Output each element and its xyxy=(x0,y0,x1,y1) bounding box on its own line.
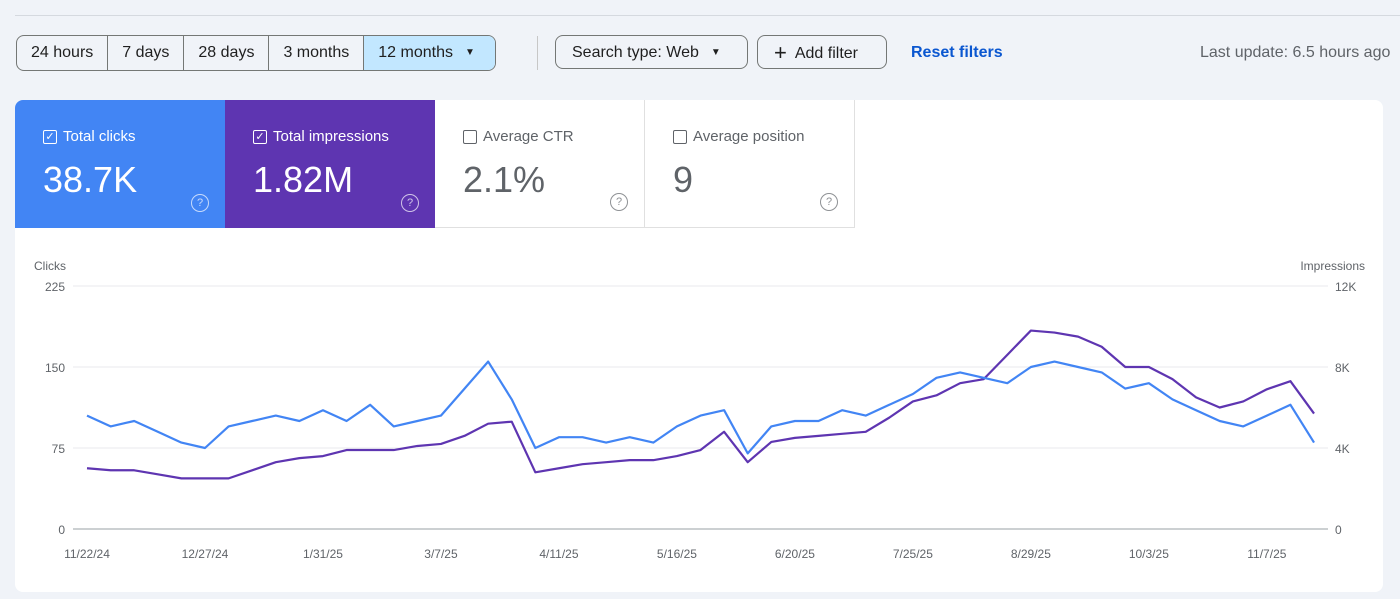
plus-icon: + xyxy=(774,40,787,65)
metric-value: 2.1% xyxy=(463,159,546,200)
impressions-line xyxy=(86,329,1315,480)
range-24-hours[interactable]: 24 hours xyxy=(17,36,109,70)
metric-average-ctr[interactable]: Average CTR 2.1% ? xyxy=(435,100,645,228)
x-tick-label: 6/20/25 xyxy=(775,547,815,561)
x-tick-label: 4/11/25 xyxy=(539,547,578,561)
help-icon[interactable]: ? xyxy=(401,194,419,212)
divider xyxy=(15,15,1400,16)
right-tick-label: 4K xyxy=(1335,442,1350,456)
caret-down-icon: ▼ xyxy=(464,47,475,58)
x-tick-label: 11/7/25 xyxy=(1247,547,1286,561)
checkbox-checked-icon[interactable]: ✓ xyxy=(43,129,57,144)
left-tick-label: 0 xyxy=(58,523,65,537)
caret-down-icon: ▼ xyxy=(710,47,721,58)
help-icon[interactable]: ? xyxy=(610,193,628,211)
checkbox-unchecked-icon[interactable] xyxy=(463,129,477,144)
metric-total-impressions[interactable]: ✓ Total impressions 1.82M ? xyxy=(225,100,435,228)
right-axis-label: Impressions xyxy=(1300,259,1365,273)
reset-filters-link[interactable]: Reset filters xyxy=(911,44,1003,61)
clicks-line xyxy=(86,360,1315,455)
x-tick-label: 10/3/25 xyxy=(1129,547,1169,561)
left-tick-label: 225 xyxy=(45,280,65,294)
checkbox-unchecked-icon[interactable] xyxy=(673,129,687,144)
metric-value: 38.7K xyxy=(43,159,138,200)
metric-average-position[interactable]: Average position 9 ? xyxy=(645,100,855,228)
x-tick-label: 1/31/25 xyxy=(303,547,343,561)
x-tick-label: 3/7/25 xyxy=(424,547,458,561)
x-tick-label: 7/25/25 xyxy=(893,547,933,561)
add-filter-label: Add filter xyxy=(794,45,858,62)
metric-label: Average CTR xyxy=(483,128,574,145)
date-range-selector: 24 hours 7 days 28 days 3 months 12 mont… xyxy=(16,35,496,71)
metric-value: 1.82M xyxy=(253,159,354,200)
metric-label: Total clicks xyxy=(63,128,136,145)
left-tick-label: 150 xyxy=(45,361,65,375)
right-tick-label: 12K xyxy=(1335,280,1356,294)
left-tick-label: 75 xyxy=(52,442,66,456)
checkbox-checked-icon[interactable]: ✓ xyxy=(253,129,267,144)
performance-chart: Clicks Impressions 0 0 75 4K 150 8K 225 12K 11/2… xyxy=(34,259,1365,561)
range-3-months[interactable]: 3 months xyxy=(269,36,365,70)
help-icon[interactable]: ? xyxy=(820,193,838,211)
metric-label: Average position xyxy=(693,128,805,145)
search-type-dropdown[interactable]: Search type: Web ▼ xyxy=(555,35,748,69)
metric-label: Total impressions xyxy=(273,128,389,145)
x-tick-label: 12/27/24 xyxy=(182,547,229,561)
left-axis-label: Clicks xyxy=(34,259,66,273)
help-icon[interactable]: ? xyxy=(191,194,209,212)
range-12-months-label: 12 months xyxy=(378,44,453,62)
x-tick-label: 8/29/25 xyxy=(1011,547,1051,561)
range-28-days[interactable]: 28 days xyxy=(184,36,270,70)
x-tick-label: 11/22/24 xyxy=(64,547,110,561)
add-filter-button[interactable]: + Add filter xyxy=(757,35,887,69)
right-tick-label: 0 xyxy=(1335,523,1342,537)
search-type-label: Search type: Web xyxy=(572,44,699,62)
divider xyxy=(537,36,538,70)
range-12-months[interactable]: 12 months ▼ xyxy=(364,36,495,70)
range-7-days[interactable]: 7 days xyxy=(108,36,185,70)
metric-total-clicks[interactable]: ✓ Total clicks 38.7K ? xyxy=(15,100,225,228)
metric-value: 9 xyxy=(673,159,694,200)
performance-card: ✓ Total clicks 38.7K ? ✓ Total impressions… xyxy=(15,100,1383,592)
last-update-text: Last update: 6.5 hours ago xyxy=(1200,44,1391,61)
right-tick-label: 8K xyxy=(1335,361,1350,375)
x-tick-label: 5/16/25 xyxy=(657,547,697,561)
